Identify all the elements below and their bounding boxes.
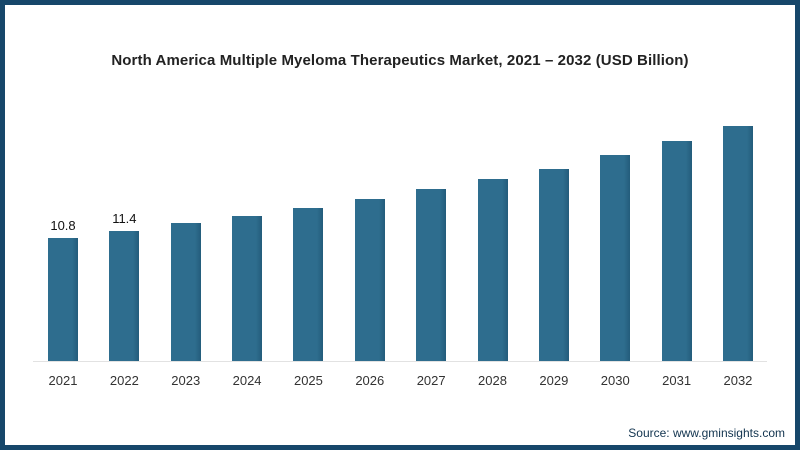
chart-title: North America Multiple Myeloma Therapeut… <box>111 52 689 69</box>
bar-2031 <box>661 141 692 361</box>
x-tick-2029: 2029 <box>539 373 569 388</box>
bar-2024 <box>232 216 263 361</box>
x-tick-2025: 2025 <box>293 373 323 388</box>
x-tick-2028: 2028 <box>478 373 507 388</box>
x-tick-2021: 2021 <box>48 373 78 388</box>
x-axis-line <box>33 361 767 362</box>
bar-2026 <box>354 199 385 361</box>
bar-2030 <box>600 155 631 361</box>
plot-area: 10.8 2021 11.4 2022 2023 2024 2025 2026 2027 2028… <box>5 5 795 445</box>
x-tick-2026: 2026 <box>355 373 385 388</box>
bar-2027 <box>416 189 447 361</box>
bar-2032 <box>722 126 753 361</box>
x-tick-2027: 2027 <box>416 373 446 388</box>
x-tick-2031: 2031 <box>662 373 692 388</box>
bar-2028 <box>477 179 508 361</box>
bar-2029 <box>538 169 569 361</box>
bar-2023 <box>170 223 201 361</box>
x-tick-2022: 2022 <box>109 373 139 388</box>
bar-value-label-2022: 11.4 <box>112 211 137 226</box>
x-tick-2024: 2024 <box>232 373 262 388</box>
bar-value-label-2021: 10.8 <box>50 218 76 233</box>
bar-2025 <box>293 208 324 361</box>
source-credit: Source: www.gminsights.com <box>628 426 785 440</box>
bar-2021 <box>48 238 78 361</box>
x-tick-2023: 2023 <box>171 373 201 388</box>
x-tick-2030: 2030 <box>600 373 630 388</box>
bar-2022 <box>109 231 140 361</box>
x-tick-2032: 2032 <box>723 373 753 388</box>
